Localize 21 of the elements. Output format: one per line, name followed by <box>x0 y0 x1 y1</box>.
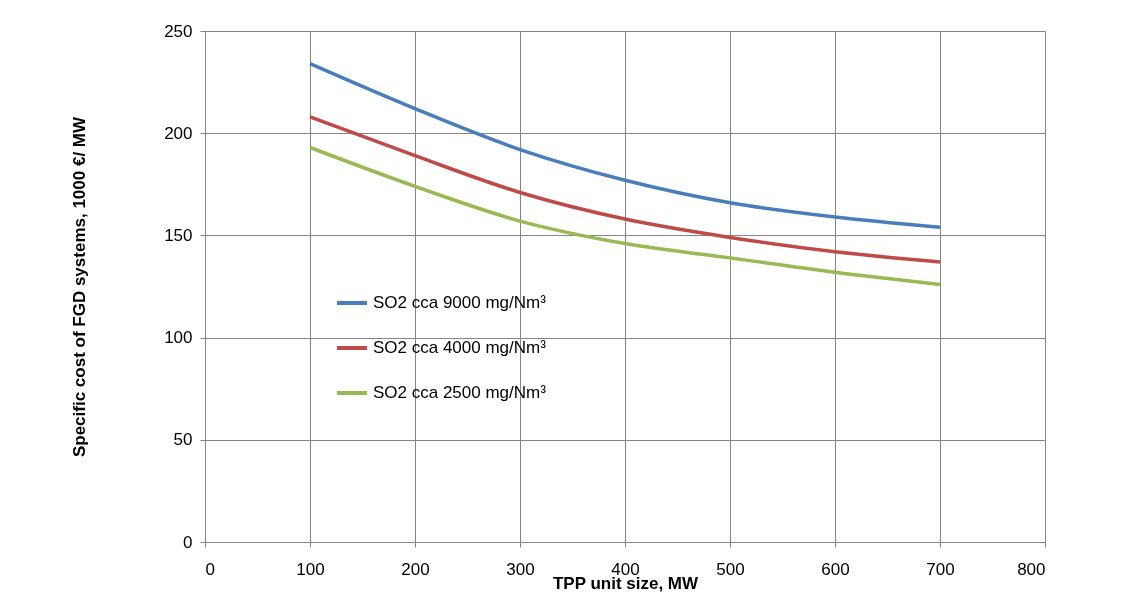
x-tick-label: 300 <box>506 559 535 579</box>
legend-label: SO2 cca 2500 mg/Nm³ <box>373 383 547 402</box>
line-series <box>308 145 942 287</box>
y-tick-label: 50 <box>173 430 193 450</box>
x-tick-label: 800 <box>1017 559 1046 579</box>
x-tick-label: 700 <box>926 559 955 579</box>
x-tick-label: 100 <box>296 559 325 579</box>
legend-label: SO2 cca 9000 mg/Nm³ <box>373 293 547 312</box>
line-series <box>308 115 942 264</box>
y-tick-label: 200 <box>164 123 193 143</box>
y-tick-label: 150 <box>164 225 193 245</box>
x-tick-label: 200 <box>401 559 430 579</box>
x-tick-label: 500 <box>716 559 745 579</box>
y-tick-label: 100 <box>164 328 193 348</box>
y-tick-label: 0 <box>183 532 193 552</box>
x-tick-label: 0 <box>205 559 215 579</box>
y-axis-title: Specific cost of FGD systems, 1000 €/ MW <box>70 115 90 458</box>
legend-label: SO2 cca 4000 mg/Nm³ <box>373 338 547 357</box>
line-series <box>308 61 942 229</box>
y-tick-label: 250 <box>164 21 193 41</box>
x-tick-label: 600 <box>821 559 850 579</box>
